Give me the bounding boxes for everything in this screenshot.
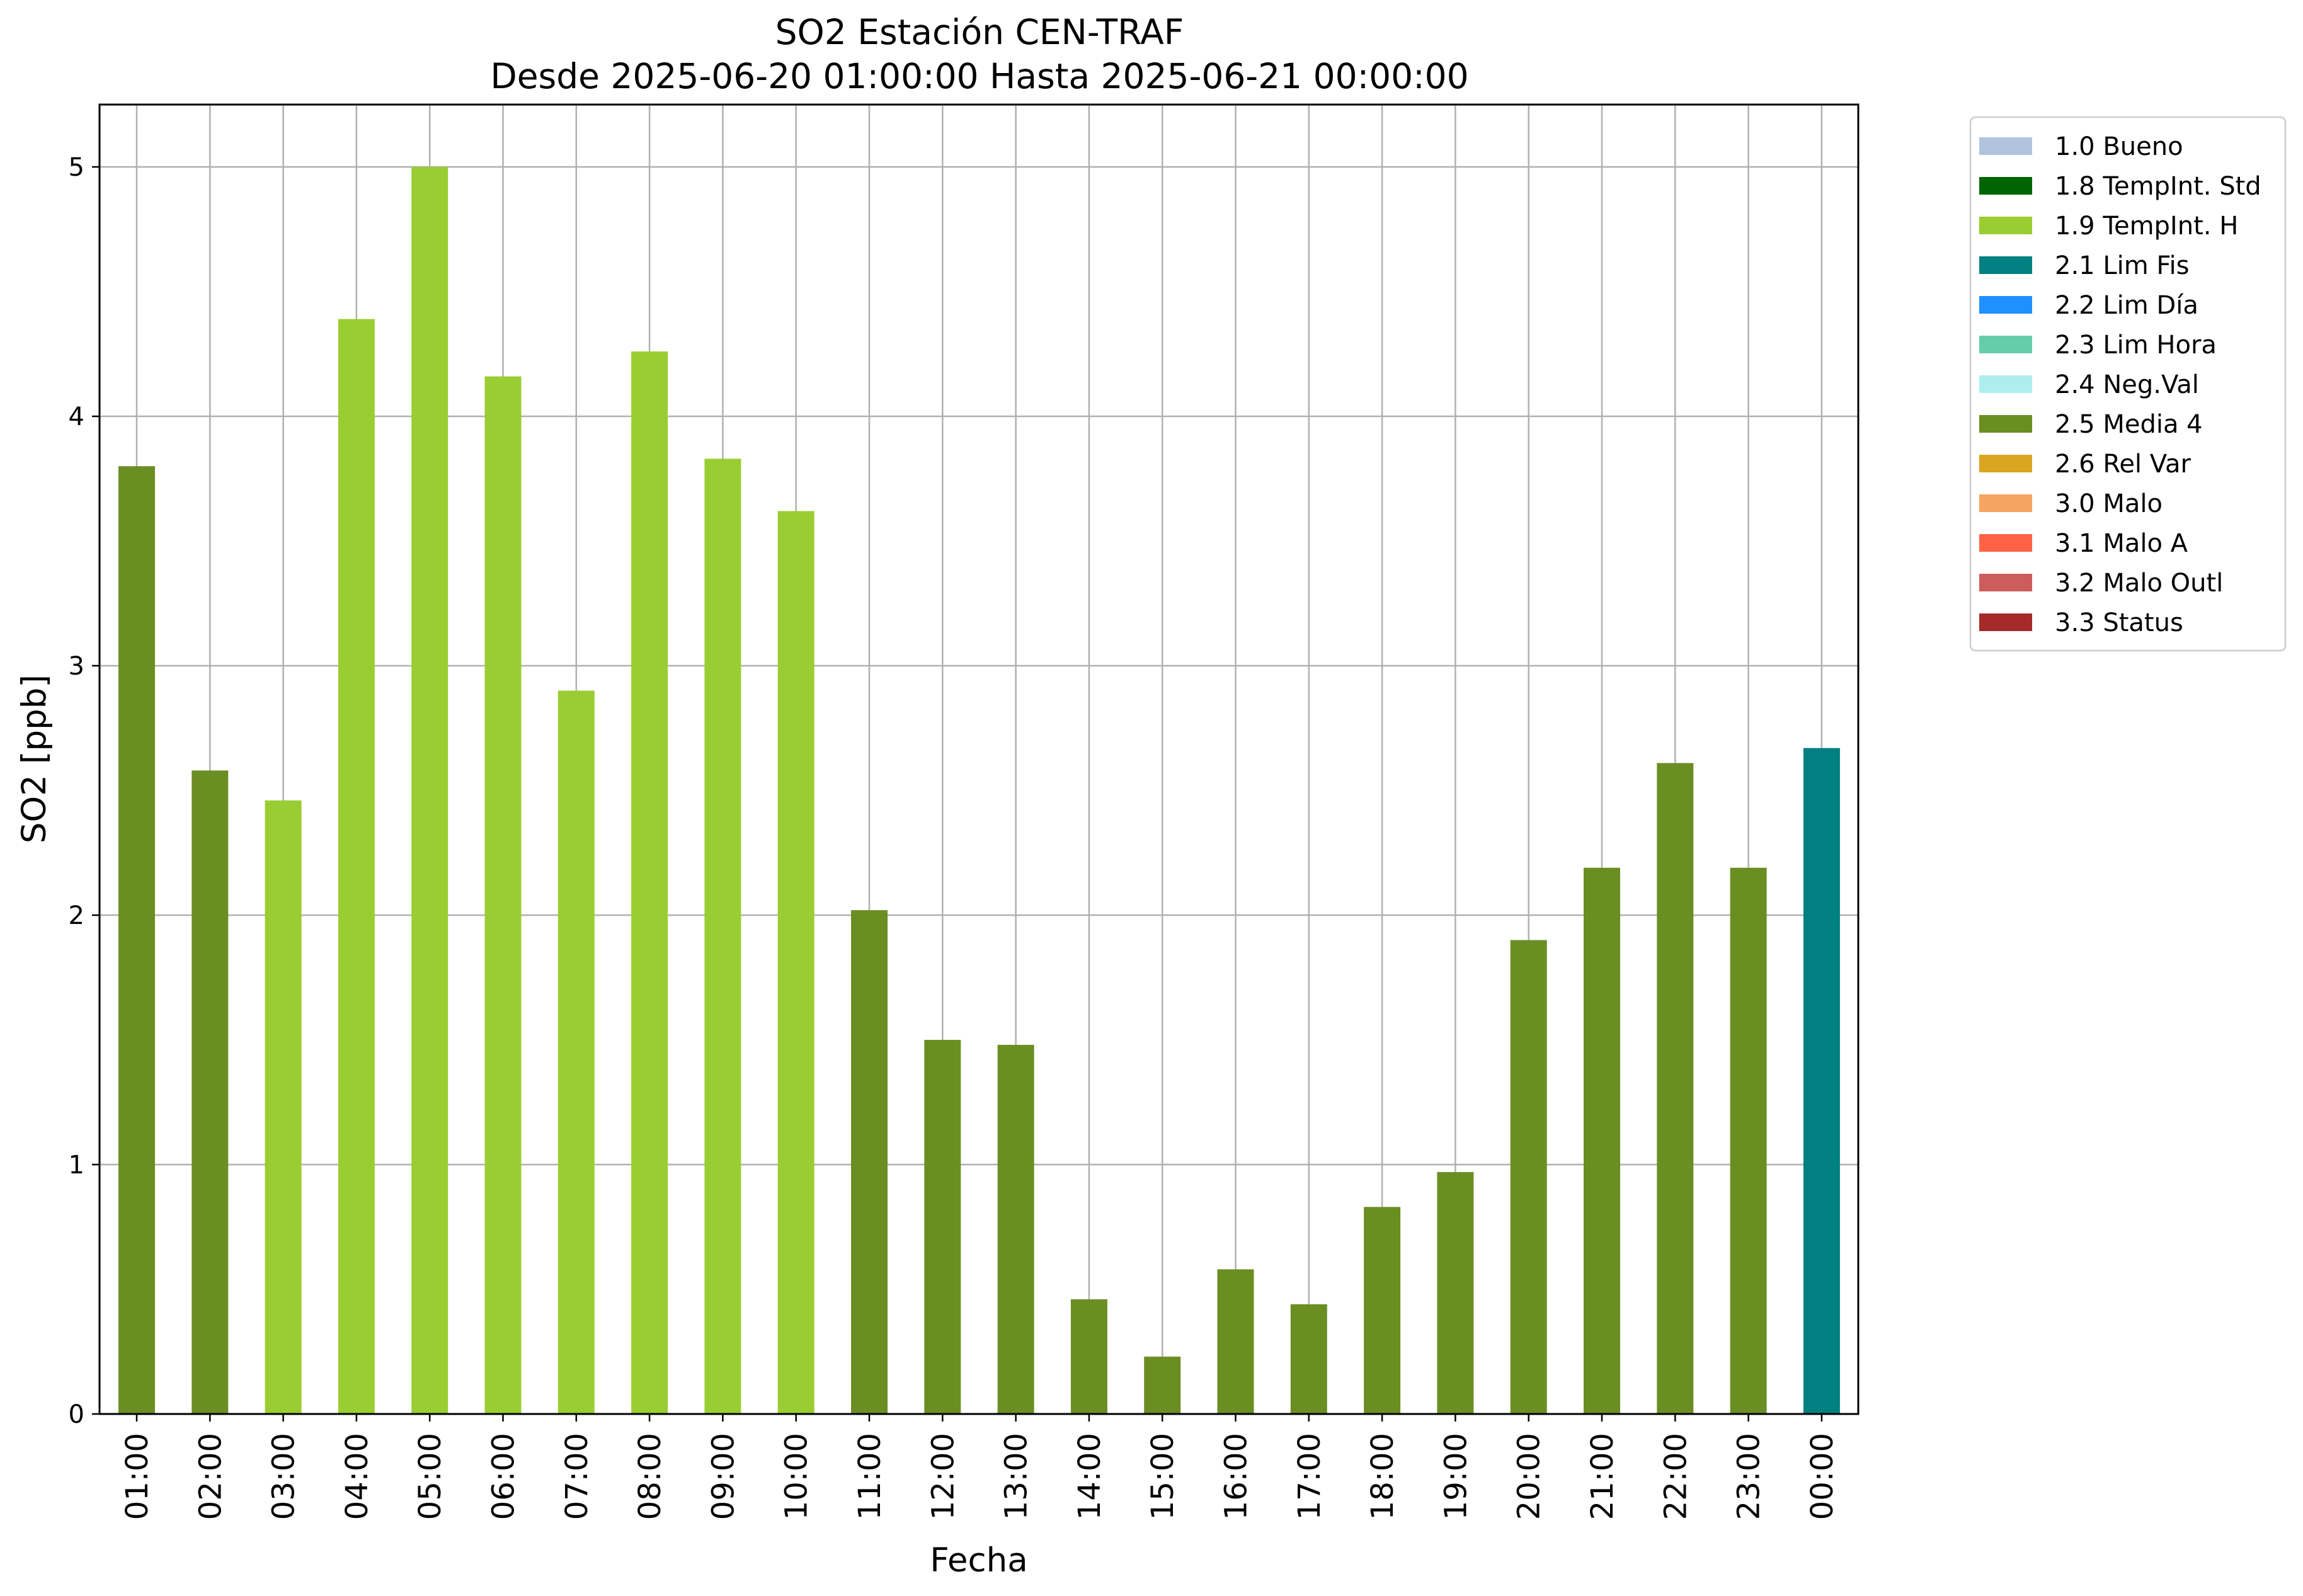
y-tick-label: 0 — [69, 1400, 84, 1429]
legend-label: 2.6 Rel Var — [2055, 450, 2192, 479]
bar-2000 — [1510, 940, 1547, 1414]
legend-swatch — [1979, 296, 2032, 314]
legend-label: 2.5 Media 4 — [2055, 410, 2203, 439]
bar-0700 — [557, 690, 595, 1414]
legend: 1.0 Bueno 1.8 TempInt. Std 1.9 TempInt. H 2… — [1969, 116, 2287, 652]
bar-0600 — [484, 376, 522, 1414]
legend-label: 3.1 Malo A — [2055, 529, 2188, 558]
legend-label: 3.3 Status — [2055, 608, 2183, 637]
y-tick-label: 5 — [69, 153, 84, 182]
x-tick-label: 04:00 — [340, 1433, 375, 1520]
y-tick-label: 4 — [69, 402, 84, 431]
bar-1400 — [1070, 1299, 1107, 1414]
legend-label: 2.4 Neg.Val — [2055, 370, 2199, 399]
bar-0800 — [631, 351, 668, 1414]
bar-2100 — [1584, 867, 1620, 1414]
x-tick-label: 13:00 — [999, 1433, 1034, 1520]
bar-1300 — [997, 1044, 1034, 1414]
legend-box — [1969, 116, 2287, 652]
x-tick-label: 12:00 — [925, 1433, 961, 1520]
legend-label: 3.0 Malo — [2055, 489, 2163, 518]
legend-swatch — [1979, 534, 2032, 552]
plot-frame — [98, 103, 1860, 1415]
bar-1200 — [924, 1040, 961, 1414]
x-tick-label: 19:00 — [1438, 1433, 1473, 1520]
bar-1000 — [777, 511, 814, 1414]
x-tick-label: 17:00 — [1292, 1433, 1327, 1520]
x-tick-label: 15:00 — [1145, 1433, 1180, 1520]
bar-2300 — [1730, 867, 1767, 1414]
bar-0500 — [411, 167, 449, 1414]
x-tick-label: 22:00 — [1658, 1433, 1693, 1520]
x-tick-label: 06:00 — [486, 1433, 522, 1520]
legend-label: 2.1 Lim Fis — [2055, 251, 2189, 280]
bar-0900 — [704, 459, 741, 1414]
x-tick-label: 08:00 — [632, 1433, 668, 1520]
x-tick-label: 23:00 — [1732, 1433, 1767, 1520]
x-tick-label: 01:00 — [120, 1433, 155, 1520]
legend-label: 2.3 Lim Hora — [2055, 331, 2217, 360]
bar-1900 — [1437, 1171, 1474, 1414]
bar-1500 — [1144, 1356, 1181, 1414]
bar-0300 — [265, 800, 302, 1414]
bar-0000 — [1803, 748, 1840, 1414]
bar-0200 — [191, 770, 229, 1414]
bar-0100 — [118, 466, 155, 1415]
legend-label: 1.9 TempInt. H — [2055, 212, 2238, 241]
bars — [118, 167, 1840, 1415]
y-tick-label: 1 — [69, 1151, 84, 1180]
bar-2200 — [1657, 763, 1694, 1414]
x-axis-label: Fecha — [930, 1541, 1027, 1580]
legend-swatch — [1979, 217, 2032, 234]
x-axis: 01:00 02:00 03:00 04:00 05:00 06:00 07:00 08:00… — [120, 1414, 1840, 1520]
bar-0400 — [338, 319, 375, 1414]
bar-1100 — [851, 910, 888, 1414]
chart-subtitle: Desde 2025-06-20 01:00:00 Hasta 2025-06-… — [490, 56, 1468, 96]
x-tick-label: 21:00 — [1585, 1433, 1620, 1520]
legend-swatch — [1979, 613, 2032, 631]
x-tick-label: 20:00 — [1512, 1433, 1547, 1520]
x-tick-label: 10:00 — [779, 1433, 814, 1520]
legend-swatch — [1979, 415, 2032, 433]
x-tick-label: 14:00 — [1072, 1433, 1107, 1520]
legend-swatch — [1979, 455, 2032, 472]
x-tick-label: 11:00 — [852, 1433, 888, 1520]
legend-label: 1.8 TempInt. Std — [2055, 172, 2261, 201]
x-tick-label: 05:00 — [413, 1433, 448, 1520]
x-tick-label: 00:00 — [1805, 1433, 1840, 1520]
x-tick-label: 02:00 — [193, 1433, 228, 1520]
x-tick-label: 18:00 — [1365, 1433, 1400, 1520]
legend-swatch — [1979, 375, 2032, 393]
legend-swatch — [1979, 256, 2032, 274]
legend-swatch — [1979, 177, 2032, 195]
y-tick-label: 2 — [69, 901, 84, 930]
legend-swatch — [1979, 336, 2032, 353]
bar-1700 — [1290, 1304, 1327, 1414]
legend-swatch — [1979, 494, 2032, 512]
legend-swatch — [1979, 574, 2032, 591]
x-tick-label: 16:00 — [1219, 1433, 1254, 1520]
legend-swatch — [1979, 137, 2032, 155]
legend-label: 3.2 Malo Outl — [2055, 569, 2223, 598]
y-axis: 0 1 2 3 4 5 — [69, 153, 100, 1429]
bar-1800 — [1364, 1207, 1401, 1414]
y-tick-label: 3 — [69, 652, 84, 681]
bar-1600 — [1217, 1269, 1254, 1414]
legend-label: 2.2 Lim Día — [2055, 291, 2198, 320]
chart-title: SO2 Estación CEN-TRAF — [775, 12, 1184, 52]
x-tick-label: 09:00 — [706, 1433, 741, 1520]
x-tick-label: 07:00 — [559, 1433, 595, 1520]
legend-label: 1.0 Bueno — [2055, 132, 2183, 161]
y-axis-label: SO2 [ppb] — [15, 675, 54, 843]
x-tick-label: 03:00 — [266, 1433, 302, 1520]
